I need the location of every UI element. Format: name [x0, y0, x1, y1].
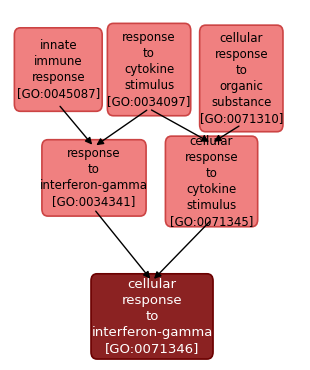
- Text: innate
immune
response
[GO:0045087]: innate immune response [GO:0045087]: [17, 39, 100, 100]
- Text: response
to
cytokine
stimulus
[GO:0034097]: response to cytokine stimulus [GO:003409…: [107, 31, 191, 108]
- FancyBboxPatch shape: [200, 25, 283, 132]
- Text: cellular
response
to
cytokine
stimulus
[GO:0071345]: cellular response to cytokine stimulus […: [170, 135, 253, 228]
- FancyBboxPatch shape: [166, 136, 258, 227]
- FancyBboxPatch shape: [107, 23, 191, 116]
- Text: response
to
interferon-gamma
[GO:0034341]: response to interferon-gamma [GO:0034341…: [40, 147, 148, 208]
- FancyBboxPatch shape: [42, 140, 146, 216]
- FancyBboxPatch shape: [14, 28, 102, 111]
- FancyBboxPatch shape: [91, 274, 213, 359]
- Text: cellular
response
to
interferon-gamma
[GO:0071346]: cellular response to interferon-gamma [G…: [91, 278, 213, 355]
- Text: cellular
response
to
organic
substance
[GO:0071310]: cellular response to organic substance […: [200, 32, 283, 125]
